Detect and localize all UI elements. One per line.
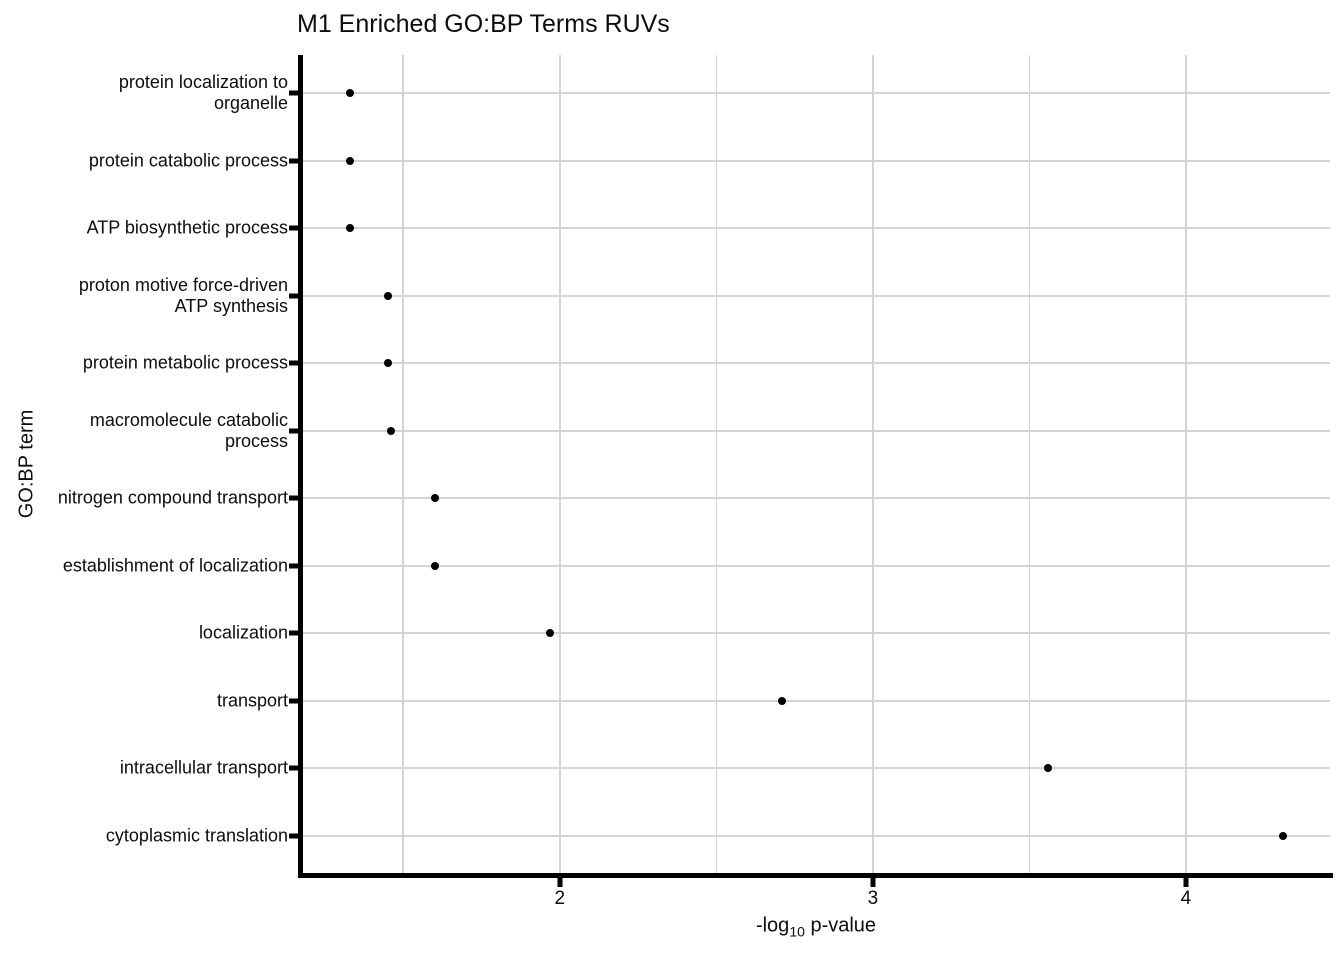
horizontal-gridline (303, 227, 1330, 230)
horizontal-gridline (303, 159, 1330, 162)
horizontal-gridline (303, 92, 1330, 95)
data-point (383, 359, 392, 368)
y-category-label-line: process (224, 430, 288, 451)
y-axis-tick (289, 428, 299, 434)
y-axis-tick (289, 225, 299, 231)
y-category-label: protein catabolic process (89, 150, 288, 171)
data-point (778, 696, 787, 705)
data-point (546, 629, 555, 638)
y-category-label: cytoplasmic translation (106, 825, 288, 846)
x-tick-label: 4 (1180, 888, 1192, 909)
y-category-label-line: ATP synthesis (174, 295, 288, 316)
y-axis-line (298, 55, 303, 878)
horizontal-gridline (303, 429, 1330, 432)
x-axis-title-prefix: -log (755, 914, 790, 937)
data-point (1044, 764, 1053, 773)
y-category-label-line: cytoplasmic translation (105, 825, 288, 846)
y-axis-tick (289, 90, 299, 96)
horizontal-gridline (303, 767, 1330, 770)
y-axis-tick (289, 495, 299, 501)
y-category-label: nitrogen compound transport (58, 488, 288, 509)
y-category-label-line: protein metabolic process (82, 352, 288, 373)
data-point (345, 89, 354, 98)
data-point (430, 561, 439, 570)
y-category-label-line: transport (216, 690, 288, 711)
y-category-label-line: organelle (213, 93, 288, 114)
y-category-label: protein localization to organelle (119, 72, 288, 114)
horizontal-gridline (303, 497, 1330, 500)
x-axis-line (298, 873, 1333, 878)
x-axis-title: -log10 p-value (756, 915, 876, 940)
data-point (345, 156, 354, 165)
y-category-label: intracellular transport (120, 758, 288, 779)
minor-vertical-gridline (715, 55, 718, 873)
minor-vertical-gridline (402, 55, 404, 873)
x-axis-tick (870, 878, 876, 887)
horizontal-gridline (303, 362, 1330, 365)
y-category-label-line: macromolecule catabolic (89, 409, 288, 430)
x-axis-title-subscript: 10 (789, 923, 805, 940)
y-axis-tick (289, 833, 299, 839)
y-category-label-line: protein catabolic process (88, 150, 288, 171)
horizontal-gridline (303, 834, 1330, 837)
data-point (345, 224, 354, 233)
major-vertical-gridline (871, 55, 874, 873)
y-category-label: protein metabolic process (83, 353, 288, 374)
y-category-label-line: protein localization to (118, 72, 288, 93)
data-point (1279, 831, 1288, 840)
y-category-label-line: localization (198, 622, 288, 643)
y-axis-tick (289, 293, 299, 299)
y-axis-tick (289, 158, 299, 164)
horizontal-gridline (303, 294, 1330, 297)
x-axis-tick (557, 878, 563, 887)
y-category-label-line: intracellular transport (119, 757, 288, 778)
y-category-label-line: nitrogen compound transport (57, 487, 288, 508)
y-category-label-line: establishment of localization (62, 555, 288, 576)
horizontal-gridline (303, 564, 1330, 567)
y-axis-tick (289, 563, 299, 569)
data-point (386, 426, 395, 435)
major-vertical-gridline (1184, 55, 1187, 873)
y-category-label-line: ATP biosynthetic process (86, 217, 288, 238)
y-category-label-line: proton motive force-driven (78, 274, 288, 295)
chart-title: M1 Enriched GO:BP Terms RUVs (297, 10, 670, 38)
data-point (383, 291, 392, 300)
x-axis-tick (1183, 878, 1189, 887)
y-axis-tick (289, 360, 299, 366)
x-tick-label: 2 (554, 888, 566, 909)
major-vertical-gridline (558, 55, 561, 873)
minor-vertical-gridline (1028, 55, 1031, 873)
horizontal-gridline (303, 699, 1330, 702)
y-axis-tick (289, 630, 299, 636)
y-axis-tick (289, 765, 299, 771)
horizontal-gridline (303, 632, 1330, 635)
y-axis-tick (289, 698, 299, 704)
y-category-label: localization (199, 623, 288, 644)
y-category-label: establishment of localization (63, 555, 288, 576)
x-tick-label: 3 (867, 888, 879, 909)
y-category-label: ATP biosynthetic process (87, 218, 288, 239)
data-point (430, 494, 439, 503)
y-category-label: transport (217, 690, 288, 711)
y-category-label: proton motive force-driven ATP synthesis (79, 275, 288, 317)
y-axis-title: GO:BP term (15, 409, 38, 519)
x-axis-title-suffix: p-value (804, 914, 877, 937)
y-category-label: macromolecule catabolic process (90, 410, 288, 452)
